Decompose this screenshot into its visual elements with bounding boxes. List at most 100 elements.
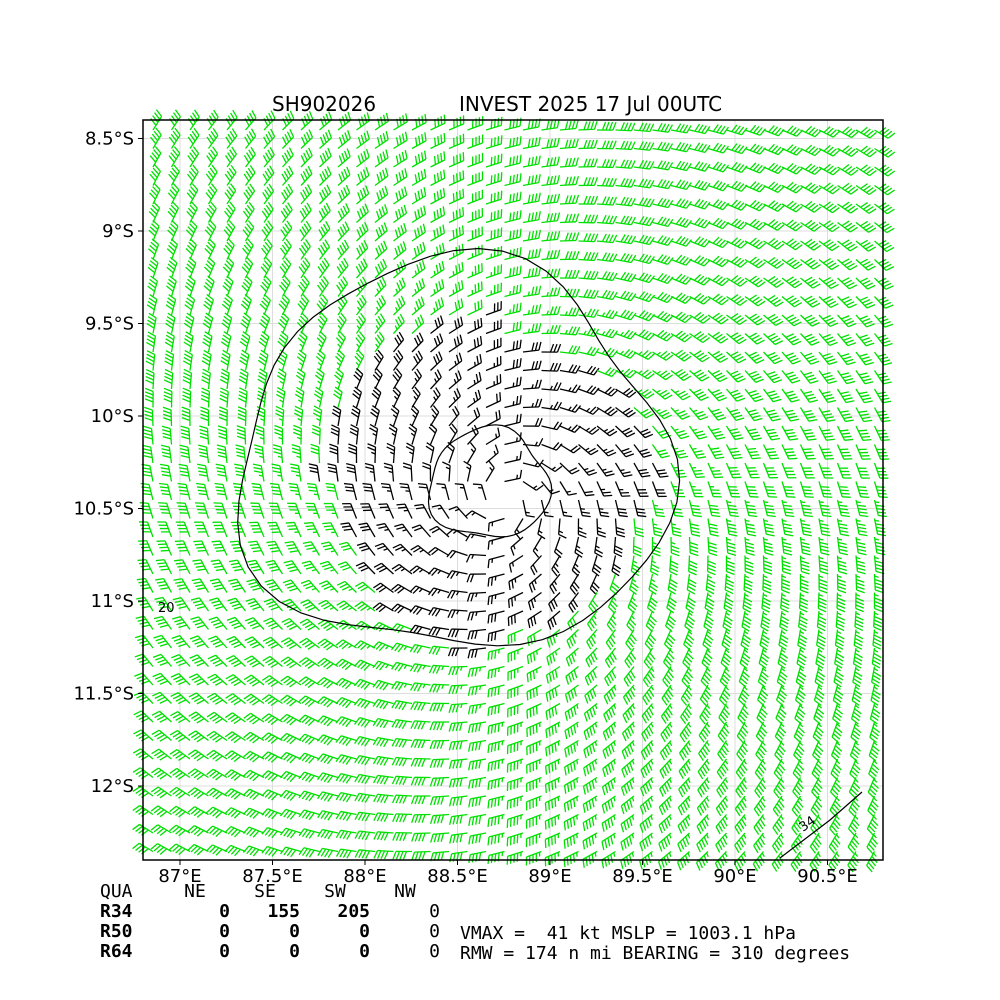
wind-barb-flag [657,310,665,318]
wind-barb-flag [859,432,869,435]
wind-barb-half-flag [311,568,317,572]
wind-barb-flag [254,493,263,496]
wind-barb-flag [385,131,389,140]
wind-barb-shaft [633,258,650,265]
wind-barb-flag [586,308,593,317]
wind-barb-flag [224,244,232,252]
wind-barb-shaft [763,184,779,193]
wind-barb-flag [722,183,730,192]
wind-barb-flag [326,184,332,193]
wind-barb-flag [788,316,797,322]
wind-barb-shaft [725,444,735,459]
wind-barb-flag [161,474,171,477]
wind-barb-flag [823,126,831,133]
wind-barb-flag [652,552,661,557]
wind-barb-half-flag [763,519,769,522]
wind-barb-flag [799,597,809,603]
wind-barb-shaft [374,410,380,427]
wind-barb-flag [291,447,301,452]
wind-barb-flag [549,343,555,353]
wind-barb-flag [757,320,766,326]
wind-barb-flag [187,260,195,267]
wind-barb-flag [421,133,424,143]
wind-barb-shaft [281,354,288,371]
wind-barb-flag [722,241,730,249]
wind-barb-flag [160,605,169,609]
wind-barb-flag [344,486,354,489]
wind-barb-flag [538,229,542,239]
wind-barb-flag [837,600,846,606]
wind-barb-flag [223,247,230,256]
wind-barb-flag [704,144,711,153]
wind-barb-shaft [189,299,196,316]
wind-barb-flag [858,511,868,514]
wind-barb-shaft [162,597,173,612]
wind-barb-flag [575,269,580,279]
wind-barb-flag [322,242,328,251]
wind-barb-flag [193,581,203,585]
wind-barb-shaft [467,307,483,316]
wind-barb-flag [712,142,719,151]
wind-barb-flag [315,371,324,378]
wind-barb-shaft [392,357,404,371]
wind-barb-shaft [615,147,632,151]
wind-barb-flag [620,290,627,299]
wind-barb-flag [298,284,305,293]
wind-barb-flag [512,230,515,239]
wind-barb-half-flag [401,548,406,552]
wind-barb-flag [146,350,155,356]
wind-barb-flag [237,413,247,418]
wind-barb-flag [186,244,195,252]
wind-barb-shaft [430,214,445,224]
wind-barb-flag [364,489,373,492]
wind-barb-shaft [411,286,425,298]
wind-barb-flag [305,150,311,159]
wind-barb-shaft [522,406,540,409]
wind-barb-shaft [504,366,521,372]
wind-barb-shaft [436,525,450,538]
wind-barb-shaft [145,559,154,575]
wind-barb-flag [690,504,700,507]
wind-barb-shaft [781,147,797,156]
wind-barb-flag [218,428,227,433]
wind-barb-flag [516,396,519,405]
wind-barb-flag [803,409,812,413]
wind-barb-flag [309,470,319,474]
wind-barb-shaft [318,428,321,445]
wind-barb-flag [245,241,253,249]
wind-barb-flag [343,168,348,178]
wind-barb-flag [848,129,856,137]
wind-barb-flag [864,301,873,307]
wind-barb-shaft [799,444,808,460]
wind-barb-flag [285,186,291,195]
wind-barb-flag [289,568,299,573]
wind-barb-flag [649,217,655,226]
wind-barb-flag [400,206,405,216]
wind-barb-flag [700,257,708,265]
wind-barb-shaft [263,263,273,279]
wind-barb-half-flag [534,441,538,446]
wind-barb-flag [353,389,361,397]
wind-barb-half-flag [470,448,475,453]
wind-barb-flag [284,134,290,143]
wind-barb-flag [675,198,682,206]
wind-barb-shaft [689,129,706,135]
wind-barb-flag [608,368,615,376]
wind-barb-flag [794,263,803,270]
wind-barb-flag [222,334,231,341]
wind-barb-shaft [578,314,595,318]
wind-barb-flag [575,307,580,317]
wind-barb-flag [234,463,243,467]
wind-barb-flag [439,315,444,324]
wind-barb-flag [843,298,852,304]
wind-barb-shaft [318,373,325,390]
wind-barb-flag [538,438,544,447]
wind-barb-flag [259,368,268,374]
wind-barb-shaft [578,147,595,150]
wind-barb-flag [260,266,268,274]
wind-barb-flag [333,405,342,411]
wind-barb-flag [494,444,499,453]
wind-barb-flag [422,241,426,251]
wind-barb-flag [289,128,295,138]
wind-barb-flag [443,169,446,179]
